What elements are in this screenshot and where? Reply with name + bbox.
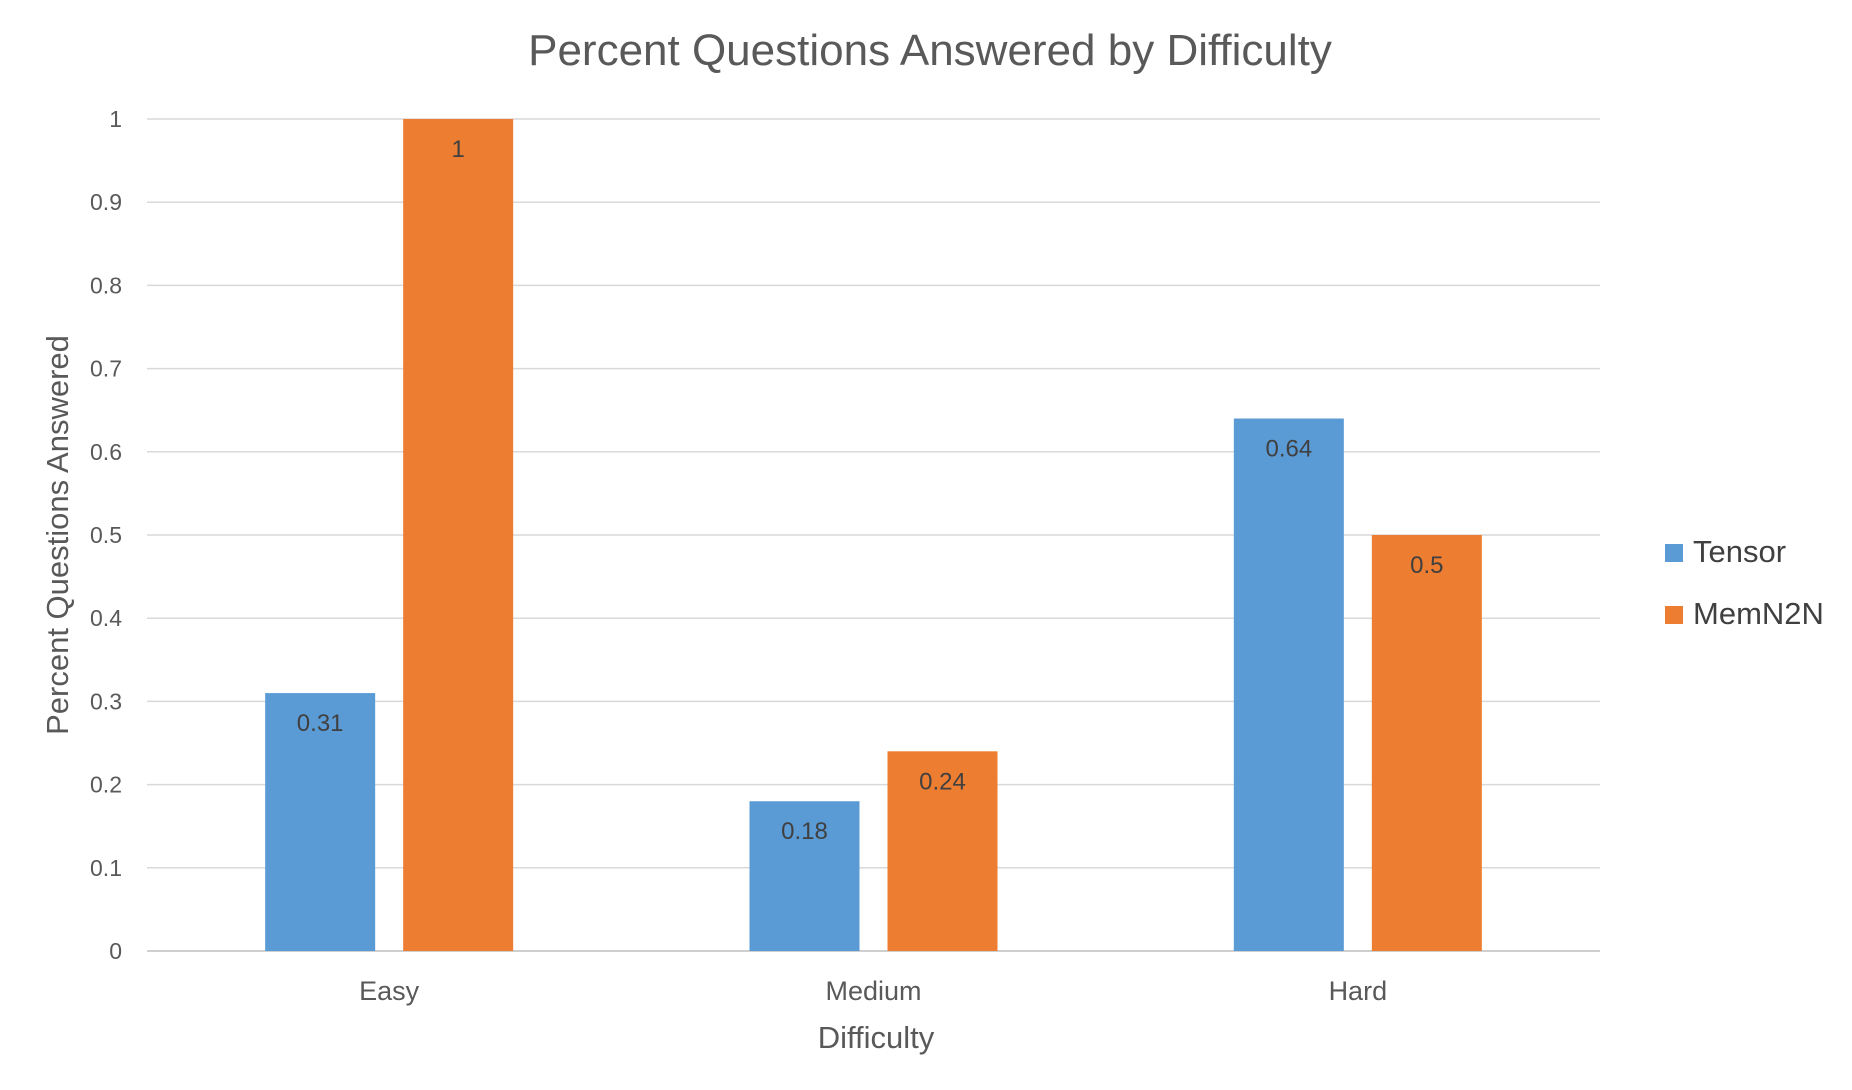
legend-label-memn2n: MemN2N — [1693, 596, 1824, 631]
y-tick-label: 1 — [109, 106, 122, 132]
x-tick-label: Easy — [359, 976, 420, 1006]
bar-memn2n-medium — [887, 751, 998, 951]
y-tick-label: 0.1 — [90, 855, 122, 881]
data-label-tensor-medium: 0.18 — [781, 818, 828, 845]
bar-tensor-hard — [1233, 418, 1344, 951]
y-tick-label: 0.4 — [90, 605, 122, 631]
y-tick-label: 0.9 — [90, 189, 122, 215]
y-tick-label: 0 — [109, 938, 122, 964]
y-tick-label: 0.2 — [90, 772, 122, 798]
data-label-memn2n-hard: 0.5 — [1410, 552, 1443, 579]
legend-swatch-memn2n — [1665, 606, 1683, 624]
data-label-memn2n-easy: 1 — [451, 136, 464, 163]
bars — [265, 119, 1482, 951]
y-axis-title: Percent Questions Answered — [40, 335, 75, 735]
y-tick-label: 0.6 — [90, 439, 122, 465]
bar-tensor-easy — [265, 693, 376, 951]
y-tick-label: 0.8 — [90, 272, 122, 298]
legend-label-tensor: Tensor — [1693, 534, 1786, 569]
x-axis-title: Difficulty — [818, 1020, 935, 1055]
chart-title: Percent Questions Answered by Difficulty — [528, 26, 1332, 75]
data-label-tensor-easy: 0.31 — [297, 710, 344, 737]
data-label-memn2n-medium: 0.24 — [919, 768, 966, 795]
legend-swatch-tensor — [1665, 544, 1683, 562]
x-tick-label: Medium — [825, 976, 921, 1006]
bar-memn2n-easy — [403, 119, 514, 951]
bar-tensor-medium — [749, 801, 860, 951]
bar-memn2n-hard — [1371, 535, 1482, 951]
legend: Tensor MemN2N — [1665, 534, 1824, 631]
y-tick-label: 0.3 — [90, 688, 122, 714]
x-tick-label: Hard — [1329, 976, 1388, 1006]
y-tick-label: 0.5 — [90, 522, 122, 548]
data-labels: 0.31 1 0.18 0.24 0.64 0.5 — [297, 136, 1444, 845]
y-axis-ticks: 0 0.1 0.2 0.3 0.4 0.5 0.6 0.7 0.8 0.9 1 — [90, 106, 122, 964]
gridlines — [147, 118, 1600, 952]
x-axis-ticks: Easy Medium Hard — [359, 976, 1387, 1006]
y-tick-label: 0.7 — [90, 356, 122, 382]
data-label-tensor-hard: 0.64 — [1265, 436, 1312, 463]
